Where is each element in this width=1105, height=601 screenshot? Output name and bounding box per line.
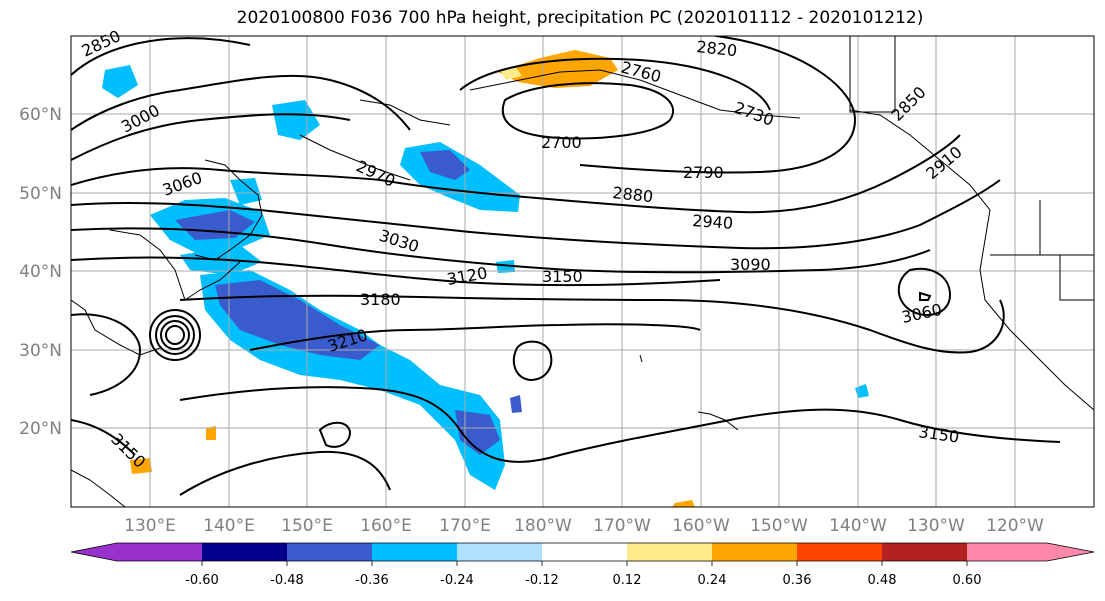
colorbar-extend-high [1047, 543, 1094, 561]
colorbar-swatch [712, 543, 797, 561]
colorbar-tick-label: -0.12 [525, 573, 559, 588]
contour-label: 2940 [692, 211, 734, 233]
colorbar-swatch [117, 543, 202, 561]
colorbar: -0.60 -0.48 -0.36 -0.24 -0.12 0.12 0.24 … [70, 542, 1095, 588]
lon-label: 150°W [750, 516, 808, 536]
contour-label: 2880 [612, 183, 654, 206]
contour-label: 3180 [360, 290, 401, 309]
colorbar-swatch [287, 543, 372, 561]
colorbar-extend-low [71, 543, 117, 561]
lon-label: 160°W [672, 516, 730, 536]
lon-label: 150°E [281, 516, 333, 536]
lat-label: 20°N [19, 419, 62, 439]
colorbar-tick-label: 0.24 [698, 573, 727, 588]
contour-label: 2790 [683, 163, 724, 182]
contour-label: 3150 [542, 267, 583, 286]
colorbar-tick-label: 0.12 [613, 573, 642, 588]
colorbar-tick-label: -0.24 [440, 573, 474, 588]
map-frame [70, 35, 1095, 508]
height-contours [71, 36, 1061, 496]
latitude-labels: 60°N 50°N 40°N 30°N 20°N [19, 105, 62, 439]
colorbar-tick-label: 0.60 [953, 573, 982, 588]
lon-label: 170°E [439, 516, 491, 536]
lon-label: 160°E [360, 516, 412, 536]
colorbar-tick-label: -0.60 [185, 573, 219, 588]
longitude-labels: 130°E 140°E 150°E 160°E 170°E 180°W 170°… [124, 516, 1044, 536]
colorbar-swatch [457, 543, 542, 561]
contour-label: 3090 [730, 255, 771, 274]
contour-label: 2820 [696, 37, 738, 60]
colorbar-swatch [372, 543, 457, 561]
colorbar-swatch [967, 543, 1047, 561]
lon-label: 140°E [203, 516, 255, 536]
colorbar-tick-label: 0.36 [783, 573, 812, 588]
colorbar-ticks [201, 561, 968, 566]
lon-label: 120°W [986, 516, 1044, 536]
colorbar-tick-label: 0.48 [868, 573, 897, 588]
colorbar-tick-label: -0.48 [270, 573, 304, 588]
coastlines [71, 36, 1094, 507]
colorbar-outline [70, 542, 1095, 562]
colorbar-swatch [627, 543, 712, 561]
map-title: 2020100800 F036 700 hPa height, precipit… [236, 8, 924, 28]
lon-label: 130°E [124, 516, 176, 536]
colorbar-swatch [542, 543, 627, 561]
lat-label: 60°N [19, 105, 62, 125]
lon-label: 180°W [514, 516, 572, 536]
lat-label: 40°N [19, 262, 62, 282]
lon-label: 170°W [593, 516, 651, 536]
lat-label: 50°N [19, 184, 62, 204]
lon-label: 140°W [829, 516, 887, 536]
lon-label: 130°W [907, 516, 965, 536]
colorbar-tick-label: -0.36 [355, 573, 389, 588]
contour-label: 2700 [541, 133, 582, 152]
lat-label: 30°N [19, 341, 62, 361]
colorbar-swatch [882, 543, 967, 561]
colorbar-swatch [797, 543, 882, 561]
colorbar-swatch [202, 543, 287, 561]
